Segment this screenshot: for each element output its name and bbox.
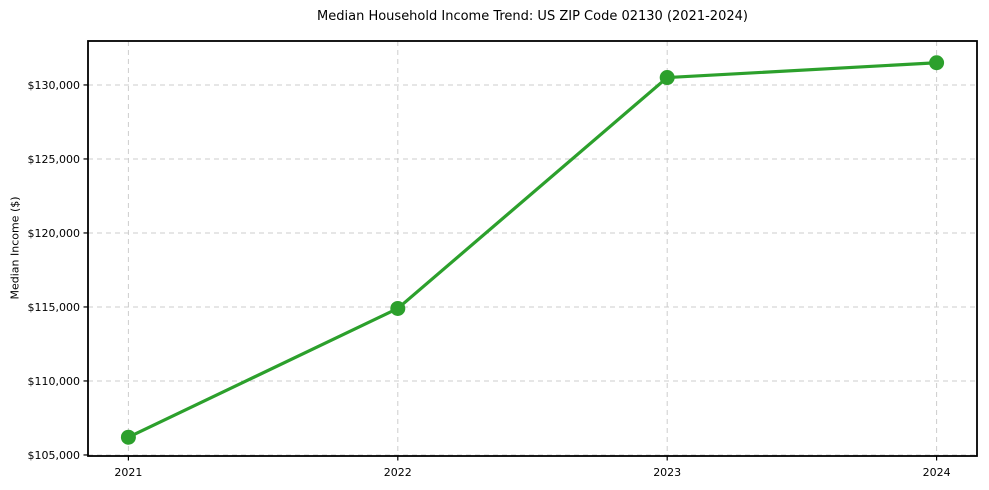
y-tick-label: $125,000 <box>28 153 81 166</box>
chart-title: Median Household Income Trend: US ZIP Co… <box>317 9 748 24</box>
y-tick-label: $120,000 <box>28 227 81 240</box>
plot-border <box>87 40 978 457</box>
x-tick-label: 2021 <box>114 466 142 479</box>
x-tick-label: 2024 <box>923 466 951 479</box>
y-tick-label: $130,000 <box>28 79 81 92</box>
x-tick-label: 2023 <box>653 466 681 479</box>
y-tick-label: $105,000 <box>28 449 81 462</box>
data-point-2023 <box>659 70 675 86</box>
y-tick-label: $110,000 <box>28 375 81 388</box>
data-point-2022 <box>390 300 406 316</box>
data-point-2024 <box>929 55 945 71</box>
data-point-2021 <box>120 429 136 445</box>
income-trend-line <box>126 61 939 439</box>
y-tick-label: $115,000 <box>28 301 81 314</box>
x-tick-label: 2022 <box>384 466 412 479</box>
